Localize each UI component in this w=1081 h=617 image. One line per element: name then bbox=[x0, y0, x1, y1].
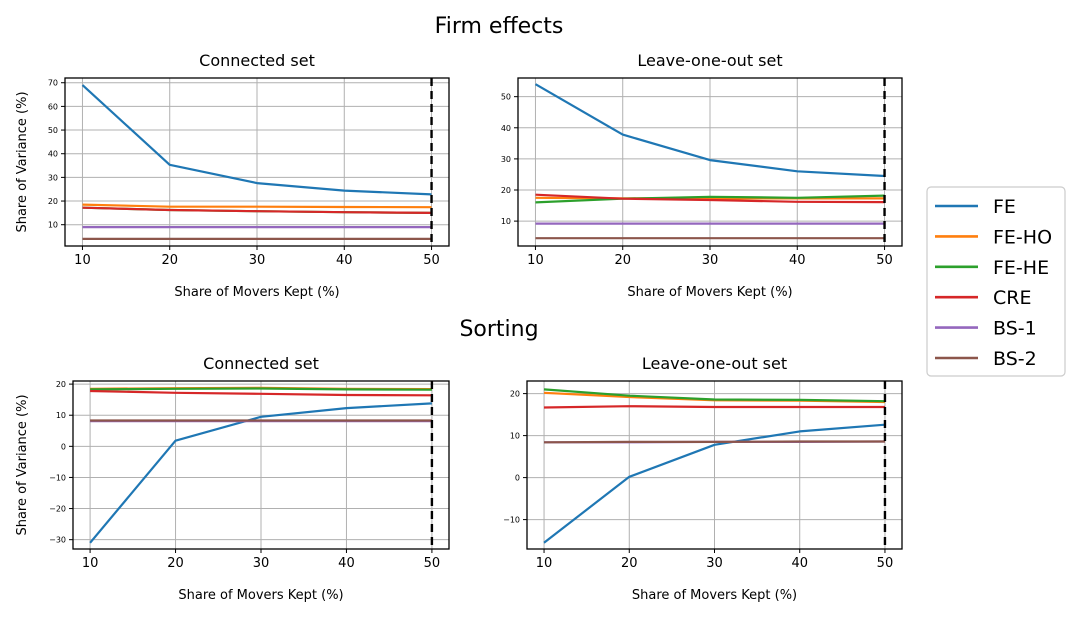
section-title-sorting: Sorting bbox=[459, 317, 538, 342]
series-line-bs-2 bbox=[543, 440, 885, 444]
y-tick-label: 10 bbox=[501, 217, 511, 226]
legend: FE FE-HO FE-HE CRE BS-1 BS-2 bbox=[926, 186, 1066, 377]
x-axis-label: Share of Movers Kept (%) bbox=[632, 588, 797, 603]
y-tick-label: −20 bbox=[49, 505, 66, 514]
series-line-cre bbox=[82, 206, 432, 214]
y-tick-label: −30 bbox=[49, 536, 66, 545]
y-tick-label: 20 bbox=[48, 197, 58, 206]
x-tick-label: 10 bbox=[527, 253, 544, 268]
x-tick-label: 10 bbox=[82, 556, 99, 571]
y-tick-label: −10 bbox=[503, 516, 520, 525]
y-tick-label: 10 bbox=[48, 221, 58, 230]
legend-label-cre: CRE bbox=[993, 287, 1031, 309]
x-tick-label: 30 bbox=[253, 556, 270, 571]
panel-title: Connected set bbox=[203, 354, 319, 373]
panel-title: Connected set bbox=[199, 51, 315, 70]
y-tick-label: −10 bbox=[49, 473, 66, 482]
x-tick-label: 30 bbox=[249, 253, 266, 268]
y-tick-label: 40 bbox=[48, 150, 58, 159]
y-tick-label: 0 bbox=[61, 442, 66, 451]
y-tick-label: 20 bbox=[501, 186, 511, 195]
x-tick-label: 30 bbox=[706, 556, 723, 571]
x-tick-label: 50 bbox=[423, 253, 440, 268]
x-tick-label: 50 bbox=[877, 556, 894, 571]
series-line-cre bbox=[90, 389, 432, 397]
series-line-fe bbox=[534, 83, 885, 178]
x-tick-label: 30 bbox=[702, 253, 719, 268]
y-tick-label: 10 bbox=[510, 432, 520, 441]
chart-sorting-connected: 10 20 30 40 50 −30 −20 −10 0 10 20 Connected set Sha… bbox=[15, 354, 450, 603]
chart-firm-effects-connected: 10 20 30 40 50 10 20 30 40 50 60 70 Connected set Sha… bbox=[15, 51, 450, 300]
series-line-fe-he bbox=[90, 387, 432, 391]
x-tick-label: 10 bbox=[536, 556, 553, 571]
x-tick-label: 50 bbox=[424, 556, 441, 571]
y-tick-label: 40 bbox=[501, 124, 511, 133]
y-tick-label: 60 bbox=[48, 102, 58, 111]
series-line-fe bbox=[89, 402, 432, 544]
x-tick-label: 20 bbox=[167, 556, 184, 571]
x-tick-label: 20 bbox=[614, 253, 631, 268]
x-tick-label: 40 bbox=[338, 556, 355, 571]
series-line-fe bbox=[81, 84, 432, 196]
y-tick-label: 0 bbox=[515, 474, 520, 483]
x-axis-label: Share of Movers Kept (%) bbox=[627, 285, 792, 300]
x-tick-label: 40 bbox=[791, 556, 808, 571]
series-line-cre bbox=[543, 405, 885, 409]
y-tick-label: 20 bbox=[510, 390, 520, 399]
series-line-cre bbox=[535, 193, 885, 204]
chart-firm-effects-leave-one-out: 10 20 30 40 50 10 20 30 40 50 Leave-one-out set Sha… bbox=[501, 51, 903, 300]
series-line-fe bbox=[543, 423, 886, 544]
x-axis-label: Share of Movers Kept (%) bbox=[178, 588, 343, 603]
y-tick-label: 20 bbox=[56, 380, 66, 389]
section-title-firm-effects: Firm effects bbox=[435, 14, 564, 39]
x-tick-label: 20 bbox=[161, 253, 178, 268]
y-tick-label: 50 bbox=[501, 93, 511, 102]
legend-label-fe: FE bbox=[993, 196, 1016, 218]
panel-title: Leave-one-out set bbox=[642, 354, 787, 373]
series-line-fe-he bbox=[535, 194, 885, 204]
y-tick-label: 30 bbox=[48, 173, 58, 182]
panel-title: Leave-one-out set bbox=[637, 51, 782, 70]
y-tick-label: 50 bbox=[48, 126, 58, 135]
series-line-fe-ho bbox=[82, 203, 432, 209]
x-tick-label: 40 bbox=[789, 253, 806, 268]
y-tick-label: 70 bbox=[48, 79, 58, 88]
legend-label-bs-2: BS-2 bbox=[993, 348, 1037, 370]
x-tick-label: 50 bbox=[876, 253, 893, 268]
y-tick-label: 30 bbox=[501, 155, 511, 164]
series-line-fe-he bbox=[543, 388, 886, 403]
x-tick-label: 10 bbox=[74, 253, 91, 268]
x-tick-label: 20 bbox=[621, 556, 638, 571]
y-axis-label: Share of Variance (%) bbox=[15, 394, 30, 535]
x-tick-label: 40 bbox=[336, 253, 353, 268]
legend-label-fe-he: FE-HE bbox=[993, 257, 1049, 279]
chart-sorting-leave-one-out: 10 20 30 40 50 −10 0 10 20 Leave-one-out set Share… bbox=[503, 354, 903, 603]
y-axis-label: Share of Variance (%) bbox=[15, 91, 30, 232]
y-tick-label: 10 bbox=[56, 411, 66, 420]
x-axis-label: Share of Movers Kept (%) bbox=[174, 285, 339, 300]
legend-label-fe-ho: FE-HO bbox=[993, 226, 1052, 248]
legend-label-bs-1: BS-1 bbox=[993, 318, 1037, 340]
